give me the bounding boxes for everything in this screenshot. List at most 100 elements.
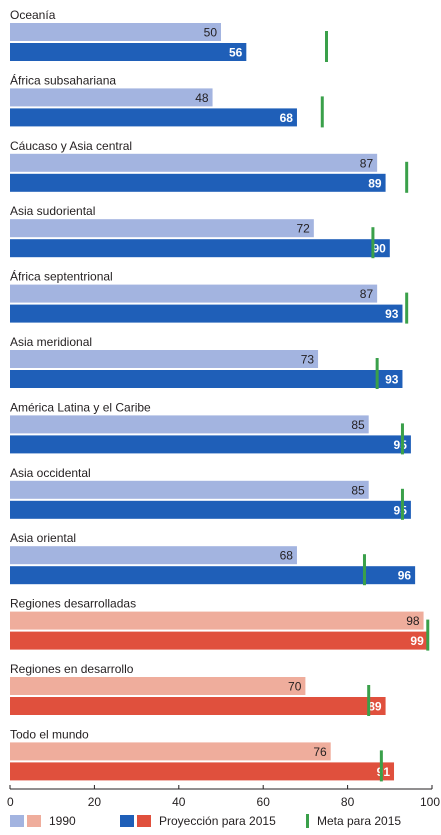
x-tick-label: 60 [257,795,271,809]
bar-1990 [10,546,297,565]
category-group: Asia meridional 73 93 [10,335,403,389]
value-label-2015: 95 [394,503,408,517]
bar-2015 [10,239,390,258]
value-label-2015: 68 [280,111,294,125]
category-group: África subsahariana 48 68 [10,72,324,128]
goal-marker [325,31,328,62]
goal-marker [362,554,366,586]
x-tick-label: 80 [341,795,355,809]
category-label: Oceanía [10,8,56,22]
value-label-1990: 72 [296,222,310,236]
x-tick-label: 20 [88,795,102,809]
bar-1990 [10,88,213,107]
legend-swatch-2015-aggregate [137,815,151,827]
bar-2015 [10,631,428,650]
goal-marker [426,619,430,651]
bar-2015 [10,566,416,585]
bar-2015 [10,173,386,192]
bar-2015 [10,304,403,323]
category-label: Asia oriental [10,531,76,545]
value-label-1990: 85 [351,418,365,432]
value-label-1990: 98 [406,614,420,628]
goal-marker [400,423,404,455]
bar-2015 [10,370,403,388]
category-group: Asia oriental 68 96 [10,531,416,586]
category-label: África septentrional [10,269,113,284]
bar-1990 [10,219,314,238]
category-group: Asia occidental 85 95 [10,466,411,520]
category-group: Regiones desarrolladas 98 99 [10,597,430,651]
category-label: Asia sudoriental [10,204,95,218]
bar-1990 [10,153,378,172]
legend-item-1990: 1990 [10,813,76,829]
value-label-2015: 91 [377,765,391,779]
value-label-2015: 89 [368,700,382,714]
category-label: Regiones en desarrollo [10,662,134,676]
category-group: Oceanía 50 56 [10,8,328,62]
value-label-2015: 93 [385,307,399,321]
category-group: Regiones en desarrollo 70 89 [10,662,386,716]
value-label-1990: 70 [288,680,302,694]
category-label: Asia occidental [10,466,91,480]
category-group: África septentrional 87 93 [10,269,409,324]
legend-swatch-1990-region [10,815,24,827]
value-label-2015: 56 [229,46,243,60]
value-label-2015: 90 [372,242,386,256]
goal-marker [371,227,375,259]
x-tick-label: 40 [172,795,186,809]
value-label-1990: 85 [351,483,365,497]
value-label-1990: 87 [360,156,374,170]
bar-1990 [10,23,221,41]
x-tick-label: 0 [7,795,14,809]
value-label-1990: 50 [204,26,218,40]
legend-item-goal: Meta para 2015 [306,813,401,829]
goal-marker [320,96,324,128]
legend-swatch-2015-region [120,815,134,827]
legend-label-2015: Proyección para 2015 [159,814,276,828]
value-label-2015: 89 [368,176,382,190]
legend-item-2015: Proyección para 2015 [120,813,276,829]
legend-swatch-1990-aggregate [27,815,41,827]
bar-1990 [10,742,331,761]
category-group: Asia sudoriental 72 90 [10,204,390,259]
bars-layer: Oceanía 50 56 África subsahariana 48 68 Cáucas… [10,8,430,782]
category-group: Cáucaso y Asia central 87 89 [10,139,409,193]
goal-marker [379,750,383,782]
category-label: América Latina y el Caribe [10,400,151,414]
bar-1990 [10,284,378,303]
goal-marker [405,161,409,193]
legend-label-1990: 1990 [49,814,76,828]
goal-marker [400,488,404,520]
bar-2015 [10,435,411,454]
value-label-2015: 95 [394,438,408,452]
bar-2015 [10,697,386,715]
category-group: América Latina y el Caribe 85 95 [10,400,411,455]
legend-swatch-goal [306,814,309,828]
category-label: África subsahariana [10,72,116,87]
value-label-1990: 87 [360,287,374,301]
bar-1990 [10,611,424,630]
value-label-2015: 99 [410,634,424,648]
goal-marker [367,685,371,716]
bar-2015 [10,762,395,781]
bar-2015 [10,43,247,61]
x-tick-label: 100 [420,795,440,809]
bar-1990 [10,677,306,695]
bar-1990 [10,480,369,499]
value-label-1990: 68 [280,549,294,563]
bar-2015 [10,108,297,127]
goal-marker [375,358,379,389]
x-axis: 0 20 40 60 80 100 [7,785,440,809]
value-label-1990: 76 [313,745,327,759]
bar-1990 [10,415,369,434]
legend-label-goal: Meta para 2015 [317,814,402,828]
category-label: Cáucaso y Asia central [10,139,132,153]
goal-marker [405,292,409,324]
value-label-2015: 93 [385,373,399,387]
category-label: Regiones desarrolladas [10,597,136,611]
bar-2015 [10,500,411,519]
value-label-2015: 96 [398,569,412,583]
bar-1990 [10,350,319,368]
value-label-1990: 73 [301,353,315,367]
